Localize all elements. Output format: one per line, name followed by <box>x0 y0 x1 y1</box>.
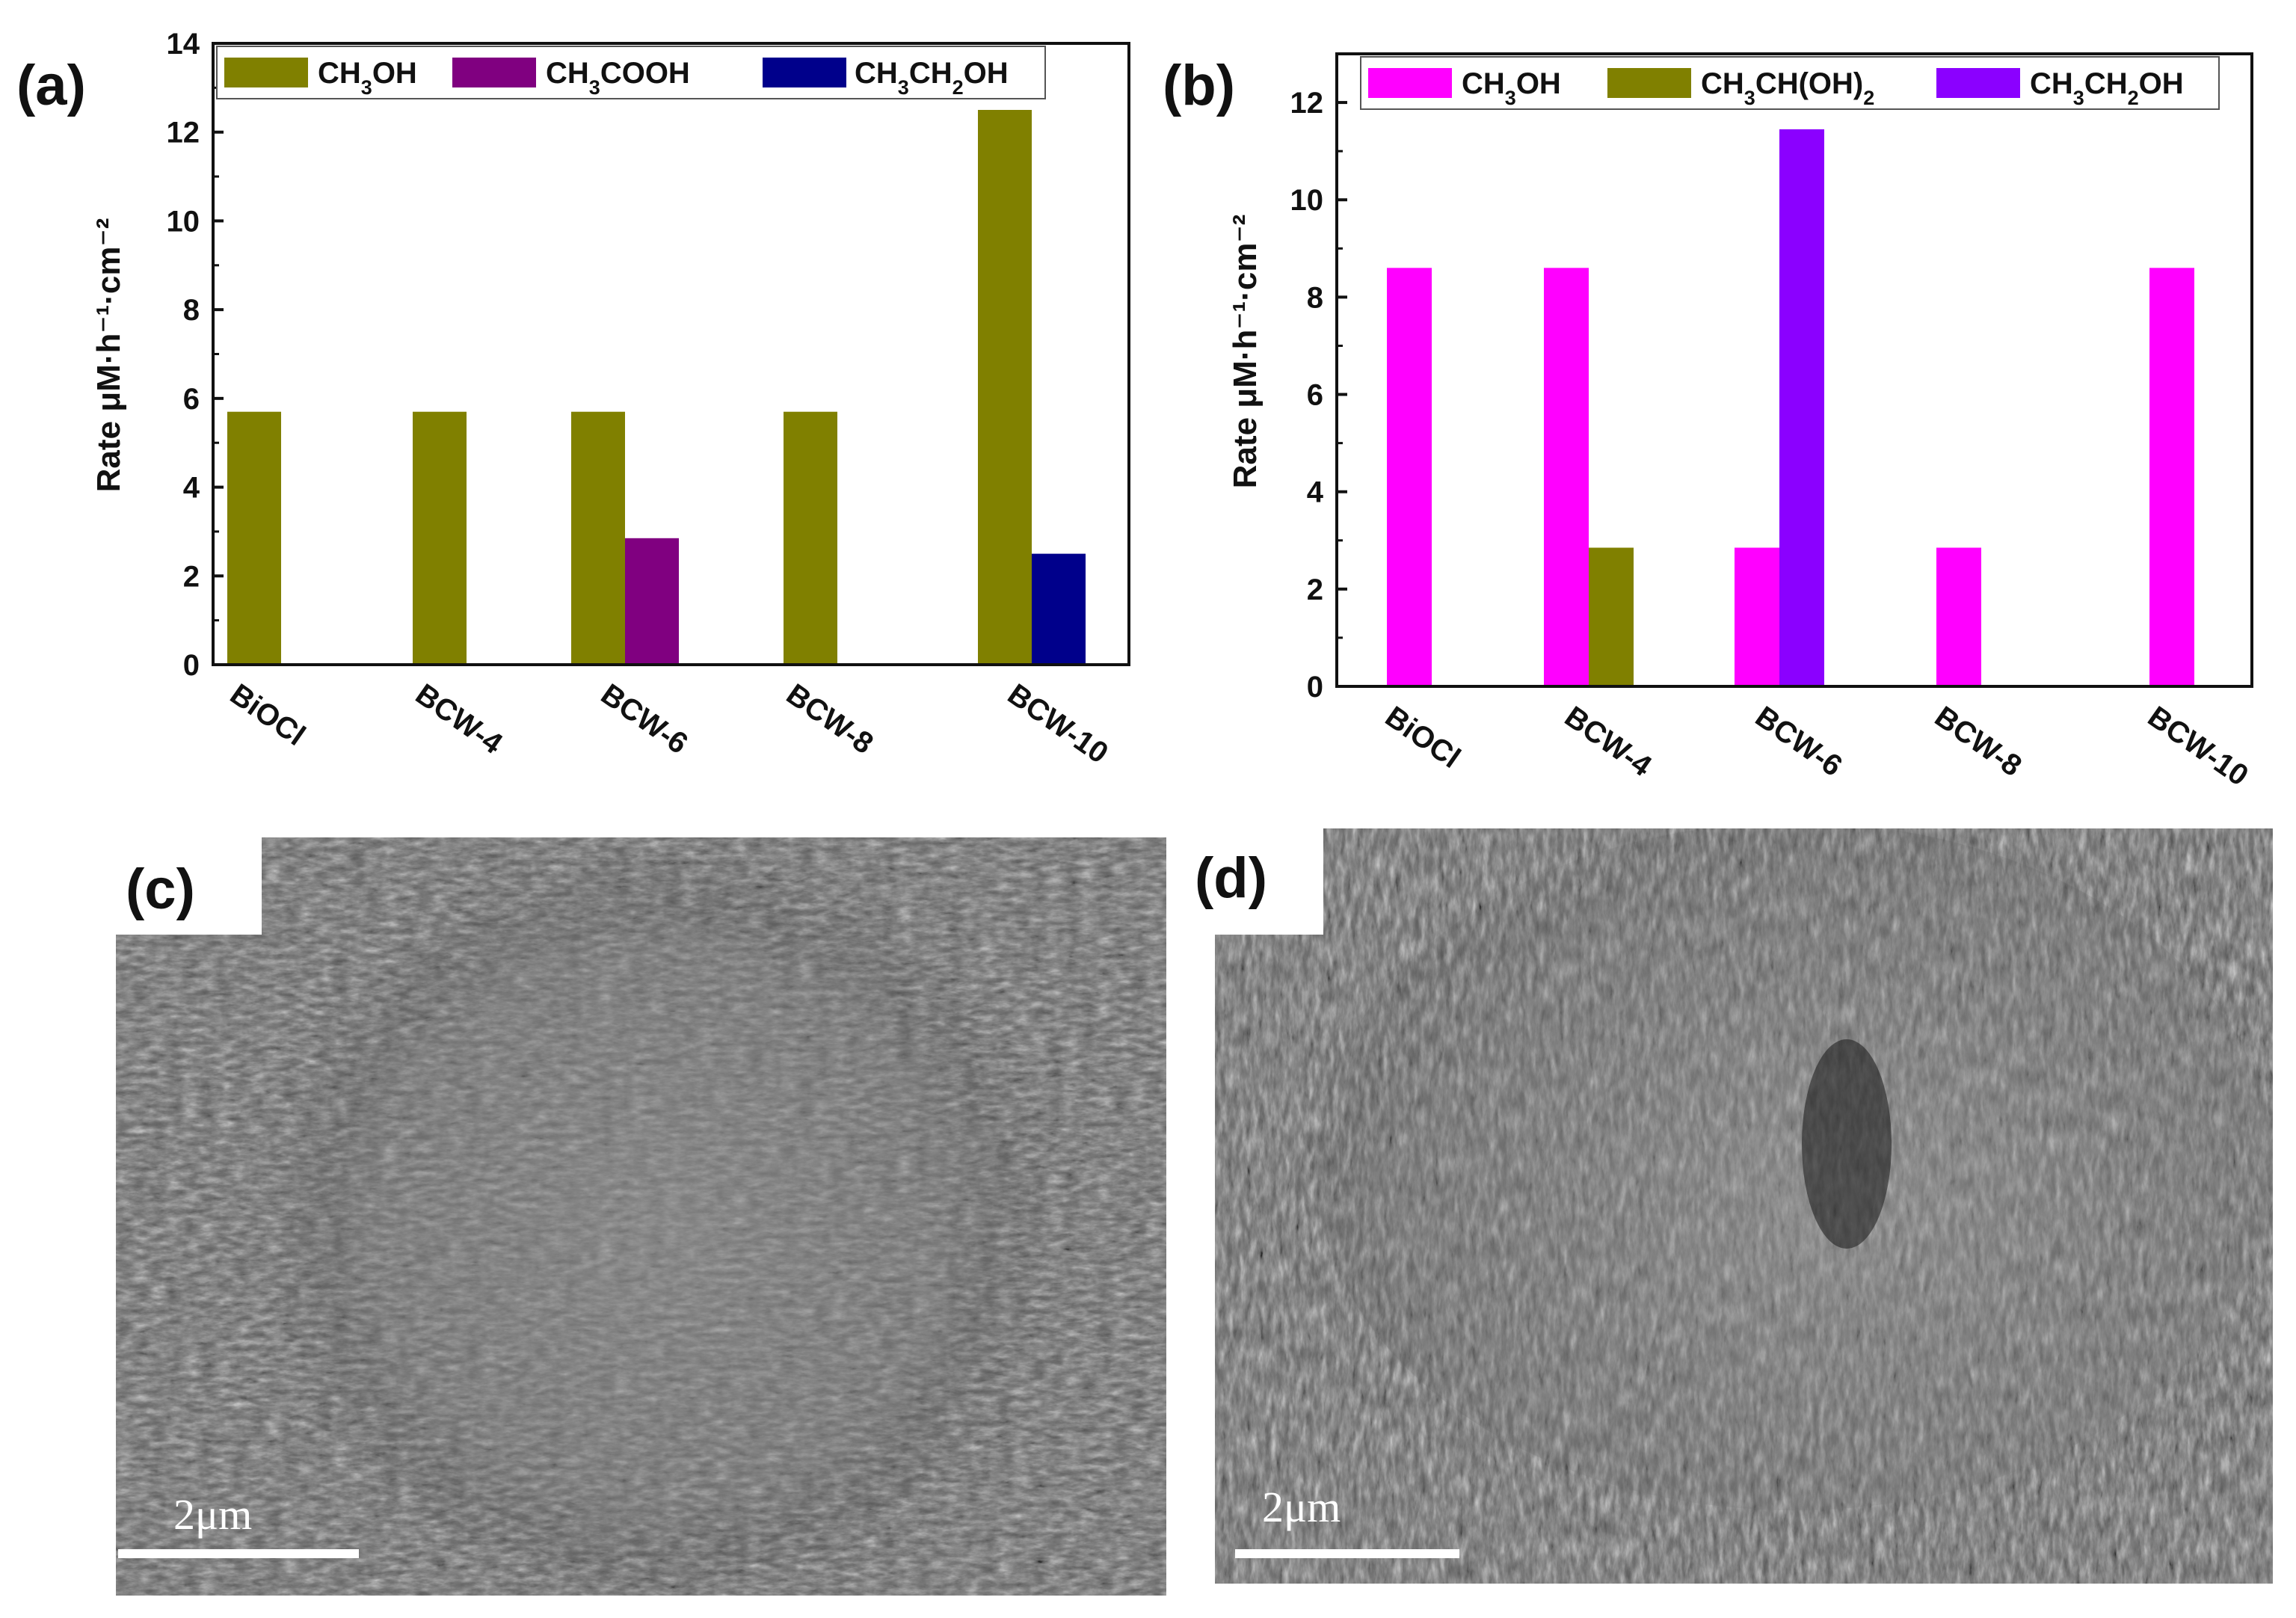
bar-bcw-4-ch3oh <box>413 411 467 665</box>
legend-label: CH3CH2OH <box>2030 67 2184 109</box>
legend-swatch <box>1368 68 1452 98</box>
chart-b: 0 2 4 6 8 10 12 BiOCl BCW-4 BCW-6 BCW-8 BCW-10 Rate … <box>1227 52 2254 793</box>
y-axis-label: Rate μM·h⁻¹·cm⁻² <box>1227 215 1264 489</box>
category-label: BCW-6 <box>1749 700 1848 783</box>
bar-biocl-ch3oh <box>227 411 281 665</box>
bar-bcw-4-ch3choh2 <box>1589 547 1634 686</box>
category-label: BCW-10 <box>1002 677 1114 770</box>
y-tick-label: 0 <box>1307 671 1323 704</box>
legend-swatch <box>452 58 536 87</box>
panel-label-d: (d) <box>1195 846 1267 910</box>
y-tick-label: 2 <box>183 560 200 593</box>
bar-bcw-10-ch3oh <box>978 110 1032 665</box>
sem-image-d: (d) 2μm <box>1195 828 2273 1584</box>
chart-a: 0 2 4 6 8 10 12 14 BiOCl BCW-4 BCW-6 BCW-8 BCW-10 Rat… <box>90 28 1130 770</box>
bar-biocl-ch3oh <box>1387 268 1432 686</box>
legend-swatch <box>763 58 846 87</box>
y-tick-label: 10 <box>167 205 200 238</box>
y-tick-label: 14 <box>167 28 200 61</box>
category-label: BiOCl <box>1379 700 1466 775</box>
legend-label: CH3OH <box>318 57 417 99</box>
scale-label-c: 2μm <box>173 1490 252 1539</box>
panel-label-c: (c) <box>126 858 195 921</box>
bar-bcw-8-ch3oh <box>784 411 837 665</box>
bar-bcw-8-ch3oh <box>1936 547 1981 686</box>
bar-bcw-10-ch3oh <box>2149 268 2194 686</box>
y-tick-label: 10 <box>1290 184 1324 217</box>
legend-swatch <box>1936 68 2020 98</box>
y-tick-label: 2 <box>1307 573 1323 606</box>
y-axis-label: Rate μM·h⁻¹·cm⁻² <box>90 218 127 493</box>
legend-label: CH3CH2OH <box>855 57 1009 99</box>
y-tick-label: 12 <box>1290 87 1324 120</box>
category-label: BiOCl <box>224 677 311 752</box>
panel-label-a: (a) <box>16 54 86 117</box>
y-tick-label: 12 <box>167 117 200 150</box>
category-label: BCW-8 <box>781 677 879 760</box>
scale-bar-c <box>118 1549 359 1558</box>
legend-swatch <box>1607 68 1691 98</box>
category-label: BCW-4 <box>1559 700 1658 783</box>
sem-image-c: (c) 2μm <box>116 837 1166 1596</box>
category-label: BCW-10 <box>2142 700 2254 793</box>
legend-box <box>216 46 1046 99</box>
category-label: BCW-4 <box>410 677 509 760</box>
bar-bcw-4-ch3oh <box>1544 268 1589 686</box>
legend-label: CH3CH(OH)2 <box>1701 67 1874 109</box>
category-label: BCW-8 <box>1929 700 2028 783</box>
legend-label: CH3COOH <box>546 57 690 99</box>
bar-bcw-6-ch3oh <box>1735 547 1779 686</box>
category-label: BCW-6 <box>595 677 694 760</box>
legend-box <box>1360 56 2220 110</box>
y-tick-label: 0 <box>183 649 200 682</box>
legend-swatch <box>224 58 308 87</box>
bar-bcw-6-ch3ch2oh <box>1779 129 1824 686</box>
scale-label-d: 2μm <box>1262 1483 1341 1531</box>
y-tick-label: 6 <box>183 383 200 416</box>
y-tick-label: 6 <box>1307 379 1323 412</box>
scale-bar-d <box>1235 1549 1459 1558</box>
y-tick-label: 8 <box>183 294 200 327</box>
bar-bcw-6-ch3oh <box>571 411 625 665</box>
legend-label: CH3OH <box>1462 67 1561 109</box>
plot-frame <box>1335 52 2253 688</box>
panel-label-b: (b) <box>1163 54 1235 117</box>
bar-bcw-6-ch3cooh <box>625 538 679 665</box>
bar-bcw-10-ch3ch2oh <box>1032 553 1086 665</box>
y-tick-label: 4 <box>183 472 200 505</box>
y-tick-label: 4 <box>1307 476 1324 509</box>
y-tick-label: 8 <box>1307 281 1323 314</box>
